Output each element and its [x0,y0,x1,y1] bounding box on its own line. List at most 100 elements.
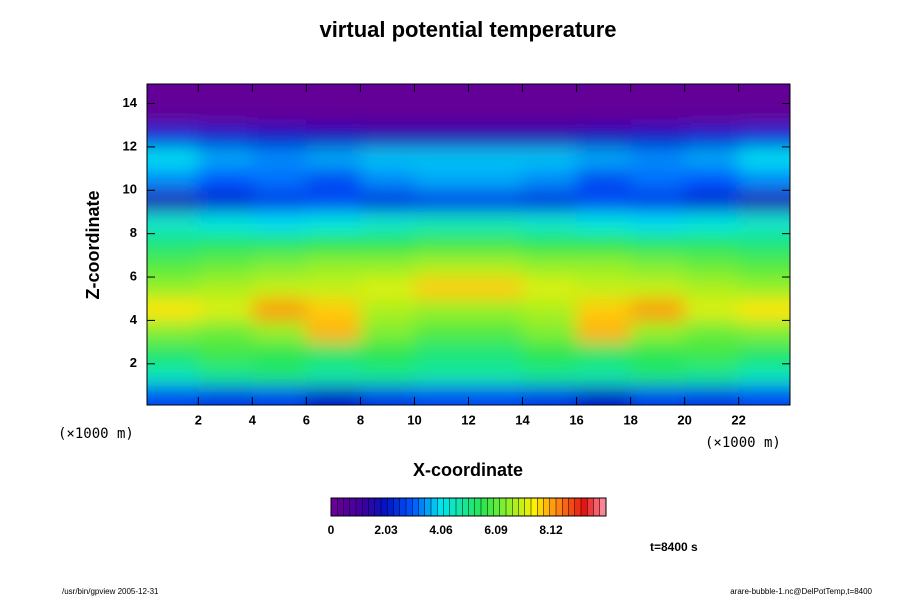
heatmap-cell [738,298,790,321]
heatmap-cell [147,125,199,148]
colorbar-swatch [349,498,357,516]
heatmap-cell [522,255,578,278]
heatmap-field [147,84,790,405]
heatmap-cell [198,146,253,170]
heatmap-cell [147,168,199,191]
heatmap-cell [468,233,524,256]
heatmap-cell [147,363,199,386]
heatmap-cell [360,255,415,278]
heatmap-cell [684,168,740,191]
heatmap-cell [684,277,740,300]
heatmap-cell [252,211,307,235]
heatmap-cell [414,363,469,386]
heatmap-cell [198,298,253,321]
heatmap-cell [522,168,578,191]
heatmap-cell [147,298,199,321]
heatmap-cell [522,277,578,300]
heatmap-cell [360,298,415,321]
colorbar-swatch [506,498,513,516]
x-tick-label: 20 [677,412,691,427]
heatmap-cell [576,233,632,256]
heatmap-cell [468,385,524,405]
heatmap-cell [147,342,199,365]
y-tick-label: 10 [123,182,137,197]
colorbar-tick-label: 2.03 [374,523,398,537]
x-tick-label: 6 [303,412,310,427]
colorbar-swatch [587,498,594,516]
colorbar-swatch [531,498,538,516]
heatmap-cell [360,103,415,126]
heatmap-cell [468,125,524,148]
heatmap-cell [147,103,199,126]
heatmap-cell [576,298,632,321]
heatmap-cell [630,125,686,148]
heatmap-cell [252,168,307,191]
colorbar-swatch [424,498,432,516]
heatmap-cell [147,385,199,405]
heatmap-cell [522,103,578,126]
footer-left: /usr/bin/gpview 2005-12-31 [62,587,159,596]
heatmap-cell [576,277,632,300]
heatmap-cell [147,146,199,170]
colorbar-swatch [549,498,557,516]
heatmap-cell [360,363,415,386]
heatmap-cell [630,84,686,105]
x-tick-label: 4 [249,412,257,427]
heatmap-cell [414,190,469,213]
y-tick-label: 4 [130,312,138,327]
heatmap-cell [252,320,307,343]
y-tick-label: 2 [130,355,137,370]
heatmap-cell [198,320,253,343]
heatmap-cell [576,255,632,278]
heatmap-cell [684,385,740,405]
heatmap-cell [306,168,361,191]
colorbar-swatch [399,498,407,516]
colorbar-tick-label: 8.12 [539,523,563,537]
heatmap-cell [630,255,686,278]
heatmap-cell [360,385,415,405]
heatmap-cell [522,363,578,386]
heatmap-cell [147,277,199,300]
heatmap-cell [468,320,524,343]
heatmap-cell [468,255,524,278]
heatmap-cell [576,342,632,365]
heatmap-cell [468,277,524,300]
heatmap-cell [468,298,524,321]
heatmap-cell [306,103,361,126]
heatmap-cell [738,385,790,405]
heatmap-cell [522,385,578,405]
heatmap-cell [522,342,578,365]
heatmap-cell [468,211,524,235]
heatmap-cell [198,168,253,191]
colorbar-swatch [449,498,457,516]
heatmap-cell [360,146,415,170]
heatmap-cell [738,84,790,105]
heatmap [147,84,790,405]
heatmap-cell [306,233,361,256]
colorbar-swatch [512,498,519,516]
heatmap-cell [468,363,524,386]
heatmap-cell [306,211,361,235]
heatmap-cell [576,190,632,213]
heatmap-cell [198,342,253,365]
heatmap-cell [684,211,740,235]
heatmap-cell [306,298,361,321]
heatmap-cell [684,233,740,256]
heatmap-cell [684,146,740,170]
colorbar-swatch [393,498,401,516]
colorbar-swatch [337,498,344,516]
x-tick-label: 22 [731,412,745,427]
heatmap-cell [630,190,686,213]
heatmap-cell [252,255,307,278]
heatmap-cell [630,320,686,343]
heatmap-cell [576,363,632,386]
heatmap-cell [684,125,740,148]
heatmap-cell [414,103,469,126]
colorbar-swatch [556,498,563,516]
x-tick-label: 8 [357,412,364,427]
colorbar-swatch [387,498,394,516]
x-tick-label: 16 [569,412,583,427]
heatmap-cell [738,363,790,386]
footer-right: arare-bubble-1.nc@DelPotTemp,t=8400 [730,587,872,596]
colorbar: 0 2.03 4.06 6.09 8.12 [328,497,607,537]
